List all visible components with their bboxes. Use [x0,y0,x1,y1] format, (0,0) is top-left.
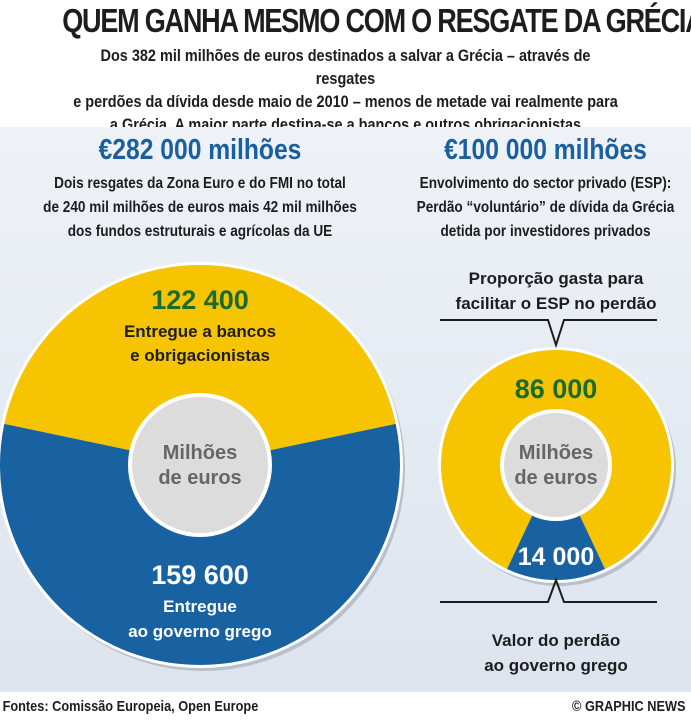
subtitle-line: e perdões da dívida desde maio de 2010 –… [73,92,618,111]
donut-slice-14000 [507,465,605,580]
right-donut [438,347,676,586]
donut-slice-122400 [4,265,396,465]
left-donut [0,262,405,671]
callout-lines [440,319,657,603]
slice-caption: e obrigacionistas [130,346,270,365]
slice-label-122400: 122 400 [151,285,249,315]
donut-slice-159600 [0,423,401,666]
slice-caption: Entregue [163,597,237,616]
slice-label-14000: 14 000 [518,543,594,571]
desc-line: dos fundos estruturais e agrícolas da UE [67,223,333,240]
slice-caption: Proporção gasta para [469,269,644,288]
slice-caption: facilitar o ESP no perdão [456,294,657,313]
slice-caption: Valor do perdão [492,631,620,650]
slice-caption: ao governo grego [128,622,272,641]
desc-line: Envolvimento do sector privado (ESP): [419,175,672,192]
slice-label-159600: 159 600 [151,560,249,590]
right-description: Envolvimento do sector privado (ESP): Pe… [413,172,677,244]
center-label: Milhões [163,442,237,464]
slice-caption: Entregue a bancos [124,322,276,341]
desc-line: Perdão “voluntário” de dívida da Grécia [416,199,675,216]
donut-center [500,409,612,521]
callout-bottom [440,577,657,603]
sources: Fontes: Comissão Europeia, Open Europe [2,698,259,715]
desc-line: de 240 mil milhões de euros mais 42 mil … [43,199,357,216]
subtitle-line: Dos 382 mil milhões de euros destinados … [100,46,591,88]
left-description: Dois resgates da Zona Euro e do FMI no t… [22,172,379,244]
slice-label-86000: 86 000 [515,374,598,404]
center-label: de euros [514,467,597,489]
left-total: €282 000 milhões [98,134,302,166]
slice-caption: ao governo grego [484,656,628,675]
page-title: QUEM GANHA MESMO COM O RESGATE DA GRÉCIA… [62,2,691,39]
donut-center [128,393,272,537]
center-label: de euros [158,467,241,489]
right-total: €100 000 milhões [444,134,647,166]
callout-top [440,319,657,349]
desc-line: detida por investidores privados [440,223,651,240]
center-label: Milhões [519,442,593,464]
credit: © GRAPHIC NEWS [572,698,686,715]
desc-line: Dois resgates da Zona Euro e do FMI no t… [54,175,346,192]
